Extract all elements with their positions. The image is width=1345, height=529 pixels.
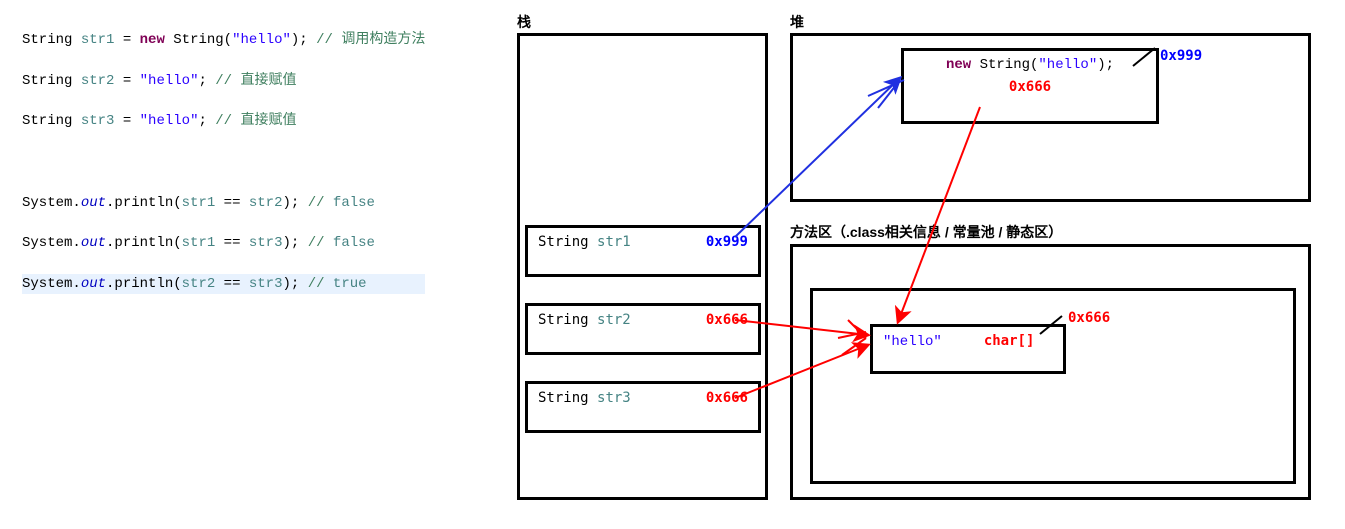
code-line-3: String str3 = "hello"; // 直接赋值 [22, 111, 425, 131]
stack-label: 栈 [517, 12, 531, 32]
pool-entry-addr: 0x666 [1068, 310, 1110, 326]
code-line-5: System.out.println(str1 == str3); // fal… [22, 233, 425, 253]
heap-object-addr: 0x999 [1160, 48, 1202, 64]
heap-label: 堆 [790, 12, 804, 32]
code-line-2: String str2 = "hello"; // 直接赋值 [22, 71, 425, 91]
heap-object: new String("hello"); 0x666 [901, 48, 1159, 124]
str1-addr: 0x999 [706, 234, 748, 250]
stack-slot-str2: String str2 0x666 [525, 303, 761, 355]
stack-slot-str1: String str1 0x999 [525, 225, 761, 277]
char-array-label: char[] [984, 333, 1035, 349]
string-pool-box [810, 288, 1296, 484]
code-blank [22, 152, 425, 172]
str2-addr: 0x666 [706, 312, 748, 328]
str3-addr: 0x666 [706, 390, 748, 406]
code-line-6: System.out.println(str2 == str3); // tru… [22, 274, 425, 294]
pool-entry: "hello" char[] [870, 324, 1066, 374]
method-area-label: 方法区（.class相关信息 / 常量池 / 静态区） [790, 222, 1062, 242]
code-line-4: System.out.println(str1 == str2); // fal… [22, 193, 425, 213]
code-block: String str1 = new String("hello"); // 调用… [22, 10, 425, 335]
heap-object-inner-addr: 0x666 [1009, 79, 1051, 95]
code-line-1: String str1 = new String("hello"); // 调用… [22, 30, 425, 50]
stack-slot-str3: String str3 0x666 [525, 381, 761, 433]
